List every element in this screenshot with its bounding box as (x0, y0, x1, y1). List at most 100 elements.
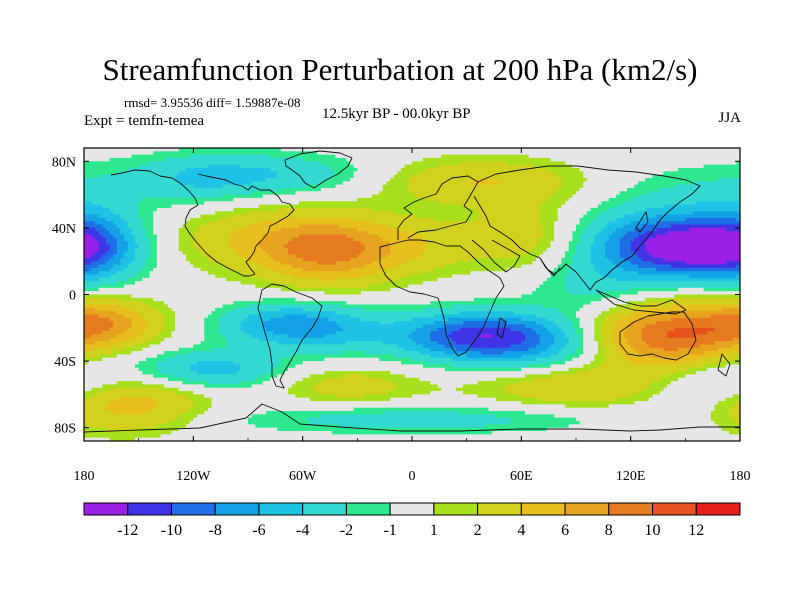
field-cell (630, 191, 635, 196)
field-cell (167, 187, 173, 192)
field-cell (422, 154, 428, 159)
field-cell (317, 174, 322, 179)
field-cell (729, 164, 734, 169)
field-cell (222, 221, 227, 226)
field-cell (226, 194, 231, 199)
field-cell (331, 151, 337, 156)
field-cell (346, 181, 351, 186)
field-cell (350, 184, 355, 189)
field-cell (517, 201, 522, 206)
field-cell (437, 221, 442, 226)
field-cell (262, 204, 267, 209)
field-cell (237, 154, 242, 159)
field-cell (718, 204, 723, 209)
field-cell (229, 171, 235, 176)
field-cell (200, 211, 205, 216)
field-cell (641, 224, 646, 229)
field-cell (470, 224, 475, 229)
field-cell (656, 204, 661, 209)
field-cell (510, 197, 515, 202)
field-cell (364, 201, 369, 206)
field-cell (583, 191, 588, 196)
field-cell (514, 184, 519, 189)
field-cell (204, 184, 209, 189)
field-cell (186, 174, 191, 179)
field-cell (273, 211, 278, 216)
field-cell (532, 211, 537, 216)
field-cell (729, 174, 734, 179)
field-cell (565, 157, 570, 162)
field-cell (528, 234, 533, 239)
field-cell (648, 167, 654, 172)
field-cell (437, 171, 442, 176)
field-cell (412, 164, 417, 169)
field-cell (608, 191, 614, 196)
field-cell (273, 197, 278, 202)
field-cell (360, 181, 366, 186)
field-cell (145, 224, 151, 229)
field-cell (586, 181, 592, 186)
field-cell (229, 231, 235, 236)
field-cell (193, 151, 198, 156)
field-cell (309, 164, 315, 169)
field-cell (517, 197, 522, 202)
field-cell (313, 167, 318, 172)
field-cell (433, 177, 439, 182)
field-cell (167, 191, 173, 196)
field-cell (656, 184, 661, 189)
field-cell (255, 181, 260, 186)
field-cell (153, 181, 158, 186)
field-cell (371, 181, 377, 186)
field-cell (142, 177, 147, 182)
field-cell (87, 167, 92, 172)
field-cell (124, 227, 129, 232)
field-cell (375, 207, 380, 212)
field-cell (309, 207, 315, 212)
field-cell (510, 161, 515, 166)
field-cell (284, 177, 289, 182)
field-cell (375, 197, 380, 202)
field-cell (393, 157, 399, 162)
field-cell (561, 227, 566, 232)
field-cell (324, 204, 329, 209)
field-cell (138, 161, 143, 166)
field-cell (721, 204, 727, 209)
field-cell (565, 194, 570, 199)
field-cell (565, 164, 570, 169)
field-cell (218, 197, 224, 202)
field-cell (291, 187, 296, 192)
field-cell (637, 227, 643, 232)
field-cell (280, 151, 286, 156)
field-cell (266, 167, 271, 172)
field-cell (186, 171, 191, 176)
field-cell (699, 214, 705, 219)
field-cell (237, 181, 242, 186)
field-cell (721, 201, 727, 206)
field-cell (87, 157, 92, 162)
field-cell (215, 154, 220, 159)
field-cell (156, 231, 162, 236)
field-cell (135, 154, 140, 159)
field-cell (258, 157, 264, 162)
field-cell (116, 164, 122, 169)
field-cell (167, 234, 173, 239)
field-cell (532, 181, 537, 186)
field-cell (572, 174, 577, 179)
field-cell (433, 187, 439, 192)
field-cell (328, 151, 333, 156)
field-cell (269, 174, 275, 179)
field-cell (357, 214, 362, 219)
field-cell (153, 148, 158, 152)
field-cell (710, 211, 716, 216)
field-cell (539, 148, 544, 152)
field-cell (441, 161, 446, 166)
field-cell (546, 157, 552, 162)
field-cell (306, 221, 311, 226)
field-cell (240, 154, 245, 159)
field-cell (729, 197, 734, 202)
field-cell (408, 224, 413, 229)
field-cell (84, 227, 89, 232)
field-cell (736, 174, 740, 179)
field-cell (470, 187, 475, 192)
field-cell (149, 184, 154, 189)
